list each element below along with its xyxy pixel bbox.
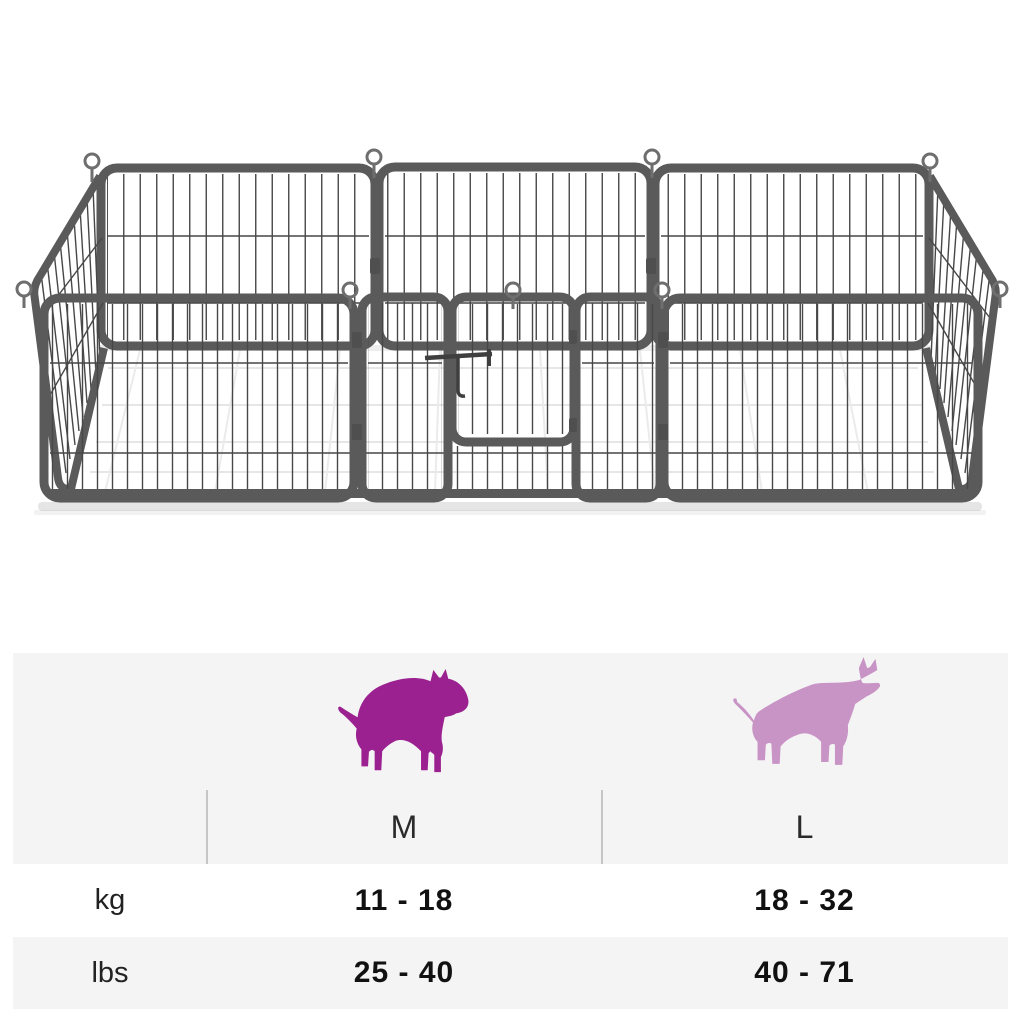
table-row-lbs: lbs 25 - 40 40 - 71 [13,937,1008,1009]
size-header-row: M L [13,790,1008,864]
header-spacer [13,790,207,864]
size-label-l: L [795,809,814,845]
weight-value-cell: 40 - 71 [754,956,855,989]
size-label-m: M [390,809,418,845]
medium-dog-icon [333,668,475,774]
weight-value-cell: 11 - 18 [354,884,454,917]
front-wall-panels [39,292,983,503]
unit-label-kg: kg [94,884,126,916]
large-dog-icon [729,656,881,776]
joint-pins [15,148,1009,309]
weight-value-cell: 18 - 32 [754,884,855,917]
table-row-kg: kg 11 - 18 18 - 32 [13,864,1008,937]
front-rail-shadow [38,502,982,511]
playpen-product-image [15,148,1009,515]
door-latch [424,349,493,398]
front-rail-shadow-soft [34,510,986,515]
size-chart-panel: M L kg 11 - 18 18 - 32 lbs 25 - 40 40 - … [13,653,1008,1009]
playpen-illustration [15,148,1009,515]
weight-value-cell: 25 - 40 [353,956,455,989]
unit-label-lbs: lbs [91,957,129,989]
